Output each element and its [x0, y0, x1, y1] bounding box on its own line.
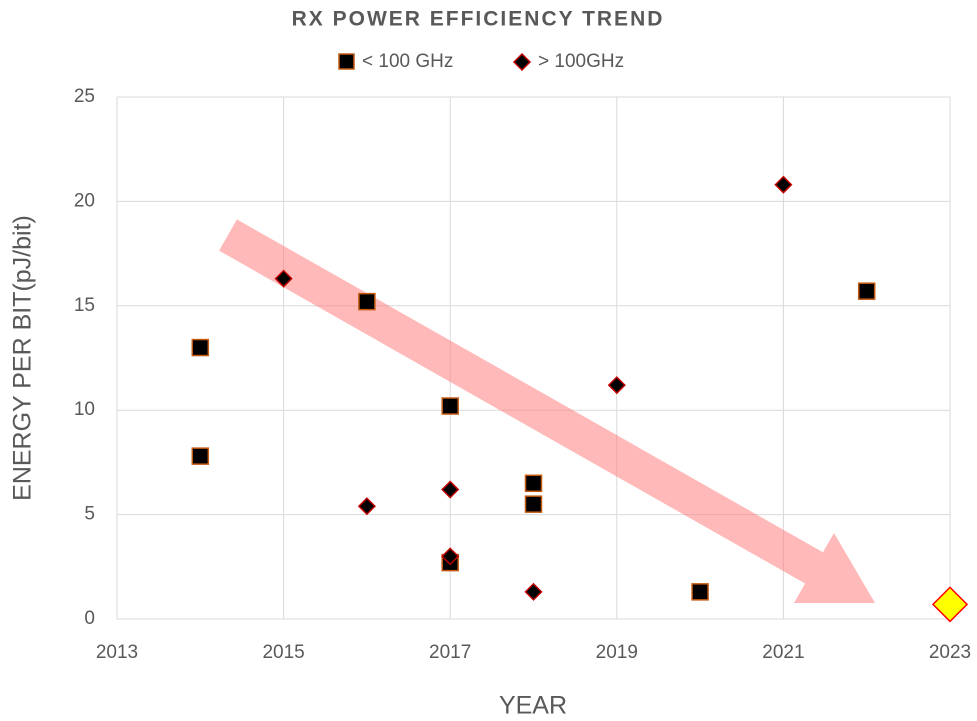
x-tick-label: 2017	[429, 642, 471, 663]
square-point	[191, 447, 210, 465]
y-tick-label: 5	[84, 504, 95, 525]
arrow-shaft	[219, 219, 825, 585]
y-tick-label: 20	[74, 190, 95, 211]
square-point	[691, 583, 709, 601]
chart-title: RX POWER EFFICIENCY TREND	[292, 8, 665, 31]
diamond-point	[774, 175, 793, 194]
diamond-point	[931, 586, 969, 623]
x-tick-label: 2019	[596, 642, 638, 663]
x-tick-label: 2023	[929, 642, 971, 663]
legend-marker	[512, 52, 532, 72]
y-tick-label: 0	[84, 608, 95, 629]
diamond-point	[441, 547, 460, 566]
x-tick-label: 2021	[762, 642, 804, 663]
x-tick-label: 2013	[96, 642, 138, 663]
marks	[191, 175, 969, 623]
diamond-point	[607, 376, 626, 395]
diamond-point	[441, 480, 460, 499]
grid	[116, 96, 951, 620]
x-tick-label: 2015	[262, 642, 304, 663]
trend-arrow	[219, 219, 875, 603]
legend: < 100 GHz > 100GHz	[338, 51, 624, 72]
diamond-point	[357, 497, 376, 516]
diamond-point	[524, 582, 543, 601]
square-point	[191, 338, 210, 357]
y-tick-label: 15	[74, 295, 95, 316]
y-tick-label: 10	[74, 399, 95, 420]
square-point	[441, 397, 459, 415]
x-axis-title: YEAR	[499, 692, 567, 720]
arrow-head	[794, 533, 875, 603]
square-point	[857, 282, 876, 300]
y-tick-label: 25	[74, 86, 95, 107]
diamond-point	[274, 269, 293, 288]
y-axis-title: ENERGY PER BIT(pJ/bit)	[9, 215, 37, 501]
square-point	[358, 292, 376, 311]
legend-label: < 100 GHz	[362, 51, 453, 72]
square-point	[524, 495, 543, 513]
legend-label: > 100GHz	[538, 51, 624, 72]
square-point	[524, 474, 543, 493]
legend-marker	[338, 53, 355, 70]
